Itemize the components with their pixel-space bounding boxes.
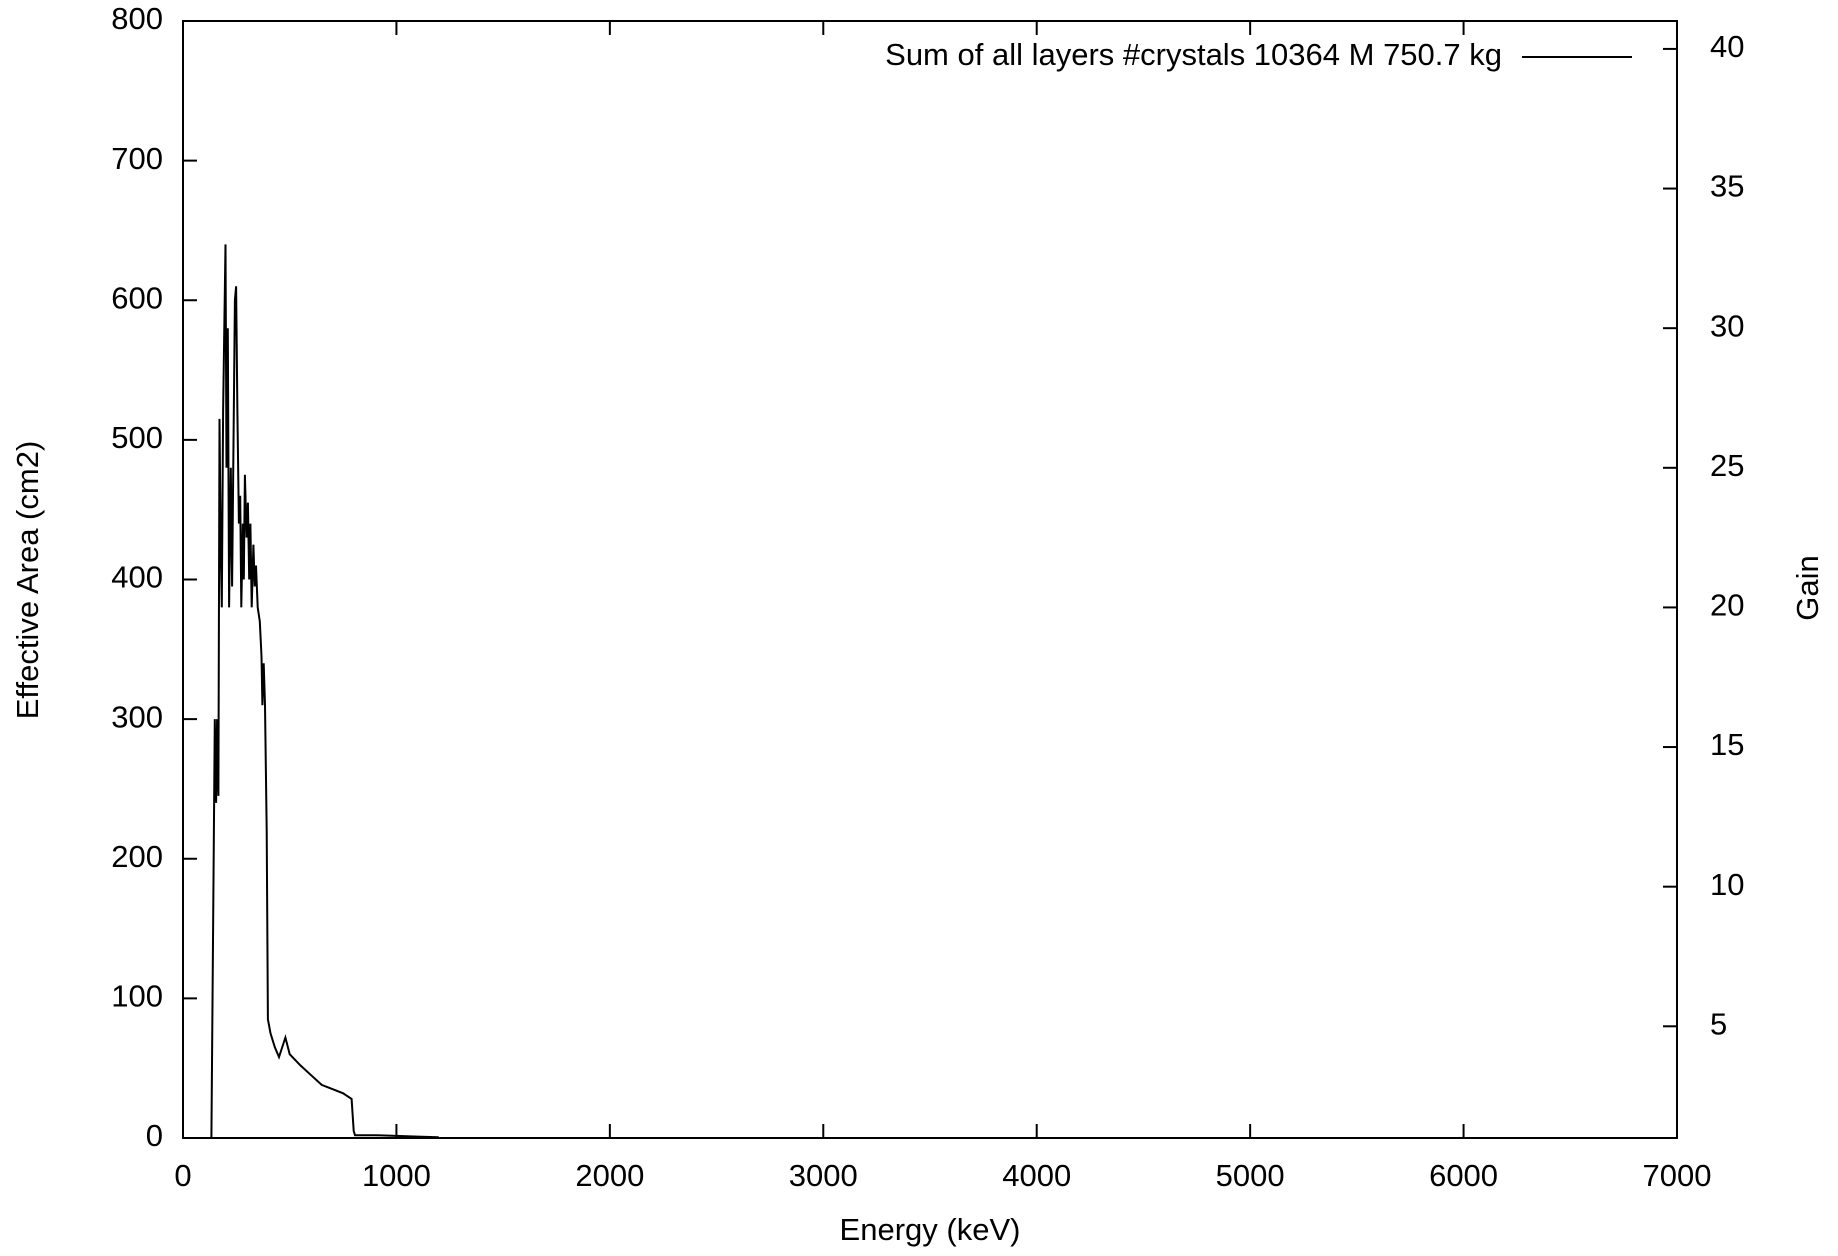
y2-tick-label: 15 [1710,727,1744,762]
x-tick-label: 4000 [1002,1158,1071,1193]
y-tick-label: 700 [111,141,163,176]
y2-tick-label: 20 [1710,588,1744,623]
x-tick-label: 0 [174,1158,191,1193]
y-axis-label: Effective Area (cm2) [10,441,45,720]
y-tick-label: 100 [111,979,163,1014]
x-tick-label: 5000 [1216,1158,1285,1193]
y2-tick-label: 10 [1710,867,1744,902]
y-tick-label: 500 [111,420,163,455]
y2-tick-label: 25 [1710,448,1744,483]
legend-label: Sum of all layers #crystals 10364 M 750.… [885,37,1502,72]
x-tick-label: 6000 [1429,1158,1498,1193]
x-tick-label: 2000 [575,1158,644,1193]
plot-frame [182,20,1678,1139]
data-line [210,244,439,1139]
x-tick-label: 1000 [362,1158,431,1193]
y-tick-label: 200 [111,839,163,874]
y2-tick-label: 35 [1710,169,1744,204]
y-tick-label: 800 [111,1,163,36]
y2-tick-label: 30 [1710,308,1744,343]
y-tick-label: 300 [111,699,163,734]
y-tick-label: 0 [146,1118,163,1153]
x-axis-label: Energy (keV) [840,1212,1021,1247]
x-tick-label: 3000 [789,1158,858,1193]
x-tick-label: 7000 [1643,1158,1712,1193]
y2-tick-label: 5 [1710,1006,1727,1041]
y2-tick-label: 40 [1710,29,1744,64]
y-tick-label: 600 [111,280,163,315]
y2-axis-label: Gain [1790,555,1825,620]
y-tick-label: 400 [111,560,163,595]
